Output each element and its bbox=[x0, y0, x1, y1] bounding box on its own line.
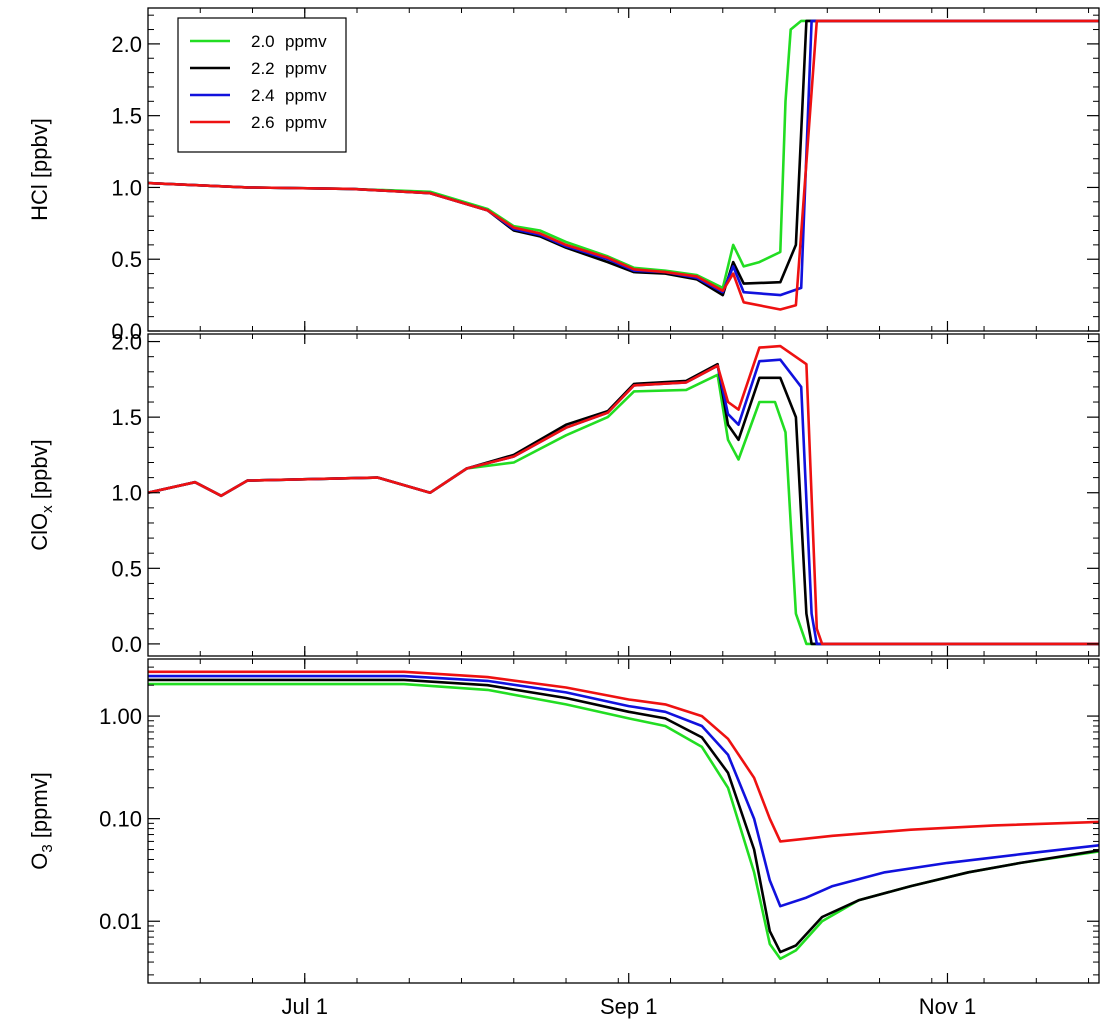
panel-clox: 0.0 0.5 1.0 1.5 2.0 ClOx [ppbv] bbox=[27, 330, 1100, 657]
legend-label-3: 2.6 bbox=[251, 113, 275, 132]
y-tick-label-hcl-4: 2.0 bbox=[111, 32, 142, 57]
x-tick-label-1: Sep 1 bbox=[600, 994, 658, 1019]
legend-unit-1: ppmv bbox=[285, 59, 327, 78]
panel-hcl: 0.0 0.5 1.0 1.5 2.0 HCl [ppbv] bbox=[27, 7, 1100, 344]
y-axis-label-clox: ClOx [ppbv] bbox=[27, 439, 56, 550]
y-tick-label-o3-0: 0.01 bbox=[99, 909, 142, 934]
series-group-hcl bbox=[148, 19, 1099, 311]
y-tick-label-clox-4: 2.0 bbox=[111, 330, 142, 355]
y-tick-label-clox-3: 1.5 bbox=[111, 405, 142, 430]
y-tick-label-clox-0: 0.0 bbox=[111, 632, 142, 657]
legend-label-2: 2.4 bbox=[251, 86, 275, 105]
panel-frame-clox bbox=[147, 333, 1100, 657]
y-tick-label-hcl-1: 0.5 bbox=[111, 247, 142, 272]
panel-o3: 0.01 0.10 1.00 O3 [ppmv] bbox=[27, 658, 1100, 984]
y-tick-label-clox-1: 0.5 bbox=[111, 556, 142, 581]
x-tick-label-0: Jul 1 bbox=[282, 994, 328, 1019]
series-line-o3-2 bbox=[148, 674, 1099, 908]
series-line-o3-3 bbox=[148, 670, 1099, 843]
series-line-hcl-3 bbox=[148, 19, 1099, 311]
panels-layer: 0.0 0.5 1.0 1.5 2.0 HCl [ppbv] 0.0 0.5 1.0 1.5 2.0… bbox=[27, 7, 1100, 984]
legend: 2.0 ppmv 2.2 ppmv 2.4 ppmv 2.6 ppmv bbox=[177, 17, 347, 153]
y-tick-label-clox-2: 1.0 bbox=[111, 481, 142, 506]
y-axis-label-hcl: HCl [ppbv] bbox=[27, 118, 52, 221]
legend-unit-0: ppmv bbox=[285, 32, 327, 51]
series-line-clox-3 bbox=[148, 344, 1099, 646]
y-tick-label-hcl-3: 1.5 bbox=[111, 104, 142, 129]
series-group-o3 bbox=[148, 670, 1099, 961]
panel-frame-o3 bbox=[147, 658, 1100, 984]
x-axis: Jul 1 Sep 1 Nov 1 bbox=[282, 994, 977, 1019]
series-line-hcl-0 bbox=[148, 19, 1099, 290]
series-line-o3-1 bbox=[148, 678, 1099, 954]
y-tick-label-hcl-2: 1.0 bbox=[111, 175, 142, 200]
legend-label-0: 2.0 bbox=[251, 32, 275, 51]
y-tick-label-o3-2: 1.00 bbox=[99, 704, 142, 729]
x-tick-label-2: Nov 1 bbox=[919, 994, 976, 1019]
legend-label-1: 2.2 bbox=[251, 59, 275, 78]
y-axis-label-o3: O3 [ppmv] bbox=[27, 772, 56, 870]
y-tick-label-hcl-0: 0.0 bbox=[111, 319, 142, 344]
series-group-clox bbox=[148, 344, 1099, 646]
legend-unit-3: ppmv bbox=[285, 113, 327, 132]
y-tick-label-o3-1: 0.10 bbox=[99, 807, 142, 832]
panel-frame-hcl bbox=[147, 7, 1100, 332]
legend-unit-2: ppmv bbox=[285, 86, 327, 105]
